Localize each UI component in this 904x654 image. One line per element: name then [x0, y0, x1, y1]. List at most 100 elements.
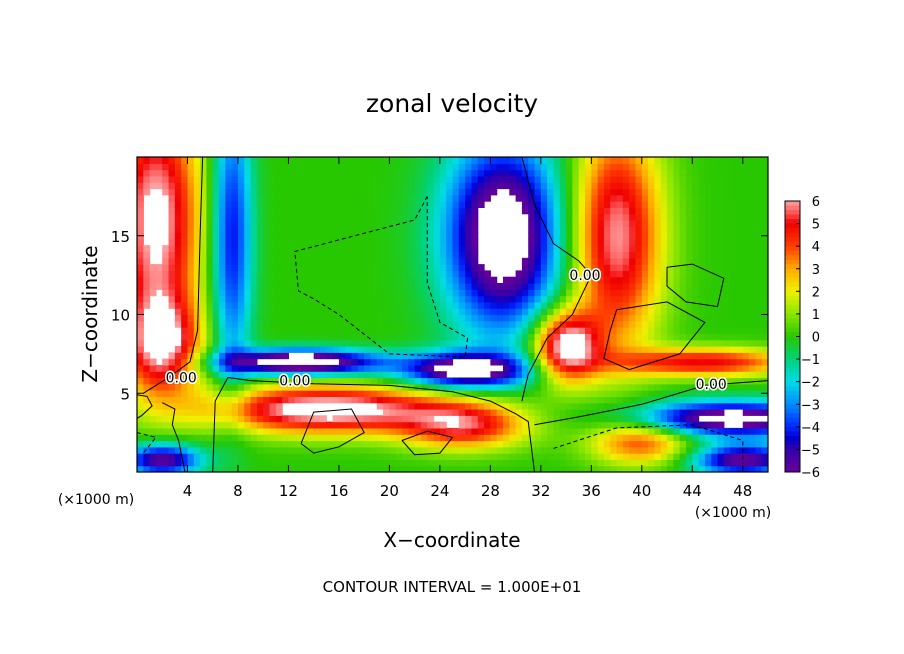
field-cell: [553, 226, 561, 234]
field-cell: [692, 364, 700, 372]
field-cell: [345, 232, 353, 240]
field-cell: [319, 346, 327, 353]
field-cell: [370, 264, 378, 271]
field-cell: [275, 446, 283, 454]
field-cell: [515, 327, 523, 334]
field-cell: [622, 251, 630, 259]
field-cell: [168, 383, 176, 391]
field-cell: [603, 188, 611, 196]
field-cell: [603, 220, 611, 227]
field-cell: [736, 352, 744, 360]
field-cell: [679, 175, 687, 183]
field-cell: [338, 175, 346, 183]
field-cell: [648, 390, 656, 397]
field-cell: [256, 295, 264, 303]
field-cell: [376, 232, 384, 240]
field-cell: [572, 257, 580, 265]
field-cell: [566, 327, 573, 334]
field-cell: [225, 308, 233, 316]
field-cell: [685, 415, 693, 423]
field-cell: [534, 427, 542, 435]
field-cell: [496, 283, 504, 290]
field-cell: [559, 163, 567, 171]
field-cell: [187, 352, 195, 360]
field-cell: [452, 459, 460, 467]
field-cell: [357, 295, 365, 303]
field-cell: [351, 459, 359, 467]
field-cell: [761, 314, 768, 322]
field-cell: [540, 346, 548, 353]
field-cell: [174, 289, 182, 297]
field-cell: [338, 194, 346, 202]
field-cell: [477, 283, 485, 290]
field-cell: [572, 213, 580, 221]
field-cell: [698, 295, 706, 303]
field-cell: [288, 427, 296, 435]
field-cell: [509, 289, 517, 297]
field-cell: [237, 289, 245, 297]
field-cell: [313, 465, 321, 472]
field-cell: [679, 201, 687, 208]
field-cell: [282, 257, 290, 265]
field-cell: [654, 194, 662, 202]
field-cell: [521, 465, 529, 472]
field-cell: [654, 371, 662, 379]
field-cell: [622, 301, 630, 309]
field-cell: [389, 346, 397, 353]
field-cell: [692, 289, 700, 297]
field-cell: [622, 465, 630, 472]
field-cell: [206, 352, 214, 360]
field-cell: [629, 157, 637, 164]
field-cell: [326, 207, 334, 215]
field-cell: [698, 169, 706, 177]
field-cell: [749, 396, 756, 404]
field-cell: [648, 333, 656, 341]
field-cell: [137, 182, 144, 190]
field-cell: [692, 213, 700, 221]
field-cell: [231, 364, 239, 372]
field-cell: [250, 396, 258, 404]
field-cell: [237, 427, 245, 435]
field-cell: [187, 446, 195, 454]
colorbar-segment: [785, 372, 800, 378]
field-cell: [143, 358, 151, 366]
field-cell: [749, 232, 756, 240]
field-cell: [206, 245, 214, 253]
field-cell: [174, 427, 182, 435]
field-cell: [635, 188, 643, 196]
field-cell: [149, 157, 157, 164]
field-cell: [540, 226, 548, 234]
field-cell: [357, 339, 365, 347]
field-cell: [212, 327, 220, 334]
field-cell: [345, 220, 353, 227]
field-cell: [269, 301, 277, 309]
field-cell: [338, 301, 346, 309]
field-cell: [534, 409, 542, 416]
field-cell: [187, 270, 195, 278]
field-cell: [446, 257, 454, 265]
field-cell: [458, 427, 466, 435]
field-cell: [288, 194, 296, 202]
field-cell: [263, 409, 271, 416]
contour-label: 0.00: [279, 374, 310, 390]
field-cell: [294, 220, 302, 227]
field-cell: [263, 157, 271, 164]
field-cell: [578, 358, 586, 366]
field-cell: [603, 402, 611, 410]
field-cell: [641, 402, 649, 410]
field-cell: [427, 402, 435, 410]
field-cell: [496, 339, 504, 347]
field-cell: [446, 352, 454, 360]
field-cell: [704, 238, 712, 246]
field-cell: [528, 245, 536, 253]
field-cell: [155, 440, 163, 448]
field-cell: [730, 320, 738, 328]
field-cell: [313, 194, 321, 202]
field-cell: [187, 314, 195, 322]
field-cell: [162, 465, 170, 472]
field-cell: [749, 257, 756, 265]
field-cell: [370, 327, 378, 334]
field-cell: [667, 188, 674, 196]
field-cell: [237, 238, 245, 246]
field-cell: [389, 251, 397, 259]
